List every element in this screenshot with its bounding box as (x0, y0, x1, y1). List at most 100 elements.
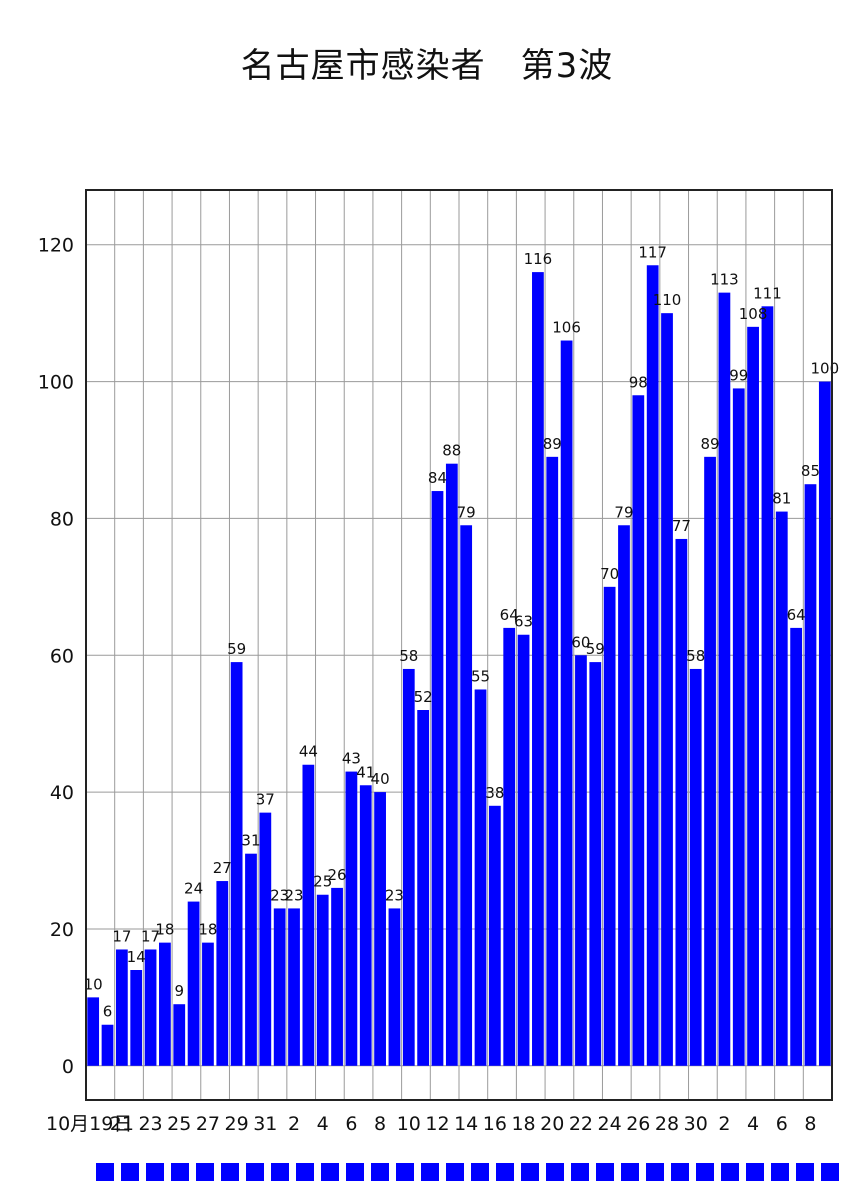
bar-series (87, 265, 831, 1066)
scroll-strip-segment (571, 1163, 589, 1181)
data-label: 25 (313, 873, 332, 891)
scroll-strip-segment (246, 1163, 264, 1181)
x-tick-label: 16 (483, 1113, 507, 1135)
data-label: 64 (500, 606, 519, 624)
bar (316, 894, 329, 1066)
bar (259, 812, 272, 1066)
scroll-strip-segment (646, 1163, 664, 1181)
data-label: 17 (112, 927, 131, 945)
bar (144, 949, 157, 1066)
data-label: 85 (801, 462, 820, 480)
bar (359, 785, 372, 1066)
data-label: 70 (600, 565, 619, 583)
bar (747, 326, 759, 1066)
x-tick-label: 2 (718, 1113, 730, 1135)
data-label: 38 (485, 784, 504, 802)
data-label: 23 (270, 886, 289, 904)
data-label: 14 (127, 948, 146, 966)
data-label: 89 (701, 435, 720, 453)
y-tick-label: 0 (62, 1056, 74, 1078)
bar (87, 997, 100, 1066)
bar (603, 586, 616, 1066)
bar (345, 771, 358, 1066)
x-tick-label: 27 (196, 1113, 220, 1135)
bar (374, 792, 386, 1066)
data-label: 37 (256, 791, 275, 809)
data-label: 44 (299, 743, 318, 761)
data-label: 79 (614, 503, 633, 521)
scroll-strip-segment (496, 1163, 514, 1181)
data-label: 88 (442, 442, 461, 460)
bar (245, 853, 257, 1066)
x-tick-label: 24 (598, 1113, 622, 1135)
bar (646, 265, 659, 1066)
y-tick-label: 100 (38, 372, 74, 394)
bar (302, 764, 315, 1066)
bar (632, 395, 645, 1066)
x-tick-label: 22 (569, 1113, 593, 1135)
x-tick-label: 8 (374, 1113, 386, 1135)
y-tick-label: 40 (50, 782, 74, 804)
x-tick-label: 8 (804, 1113, 816, 1135)
bar (388, 908, 401, 1066)
bar (159, 942, 171, 1066)
data-label: 18 (198, 921, 217, 939)
bar (488, 805, 501, 1066)
scroll-strip-segment (471, 1163, 489, 1181)
x-tick-label: 12 (425, 1113, 449, 1135)
x-tick-label: 2 (288, 1113, 300, 1135)
data-label: 55 (471, 667, 490, 685)
data-label: 116 (524, 250, 553, 268)
x-tick-label: 29 (225, 1113, 249, 1135)
data-labels: 1061714171892418275931372323442526434140… (84, 243, 840, 1020)
data-label: 58 (399, 647, 418, 665)
chart-title: 名古屋市感染者 第3波 (240, 46, 614, 86)
data-label: 113 (710, 271, 739, 289)
data-label: 89 (543, 435, 562, 453)
data-label: 26 (328, 866, 347, 884)
x-tick-label: 28 (655, 1113, 679, 1135)
data-label: 81 (772, 490, 791, 508)
data-label: 59 (227, 640, 246, 658)
data-label: 108 (739, 305, 768, 323)
bar (503, 627, 516, 1066)
x-tick-label: 6 (345, 1113, 357, 1135)
data-label: 117 (638, 243, 667, 261)
bar (732, 388, 745, 1066)
bar (675, 538, 688, 1066)
bar (560, 340, 573, 1066)
bar (790, 627, 803, 1066)
scroll-strip-segment (146, 1163, 164, 1181)
x-tick-label: 31 (253, 1113, 277, 1135)
data-label: 99 (729, 366, 748, 384)
data-label: 79 (457, 503, 476, 521)
grid-lines (85, 190, 833, 1100)
data-label: 110 (653, 291, 682, 309)
scroll-strip-segment (221, 1163, 239, 1181)
bar (417, 710, 430, 1066)
data-label: 43 (342, 750, 361, 768)
scroll-strip-segment (746, 1163, 764, 1181)
bar (101, 1024, 114, 1066)
data-label: 58 (686, 647, 705, 665)
bar (775, 511, 788, 1066)
data-label: 64 (787, 606, 806, 624)
data-label: 100 (811, 360, 840, 378)
data-label: 59 (586, 640, 605, 658)
y-tick-label: 60 (50, 645, 74, 667)
y-tick-label: 20 (50, 919, 74, 941)
y-tick-label: 80 (50, 508, 74, 530)
bar (761, 306, 774, 1066)
data-label: 27 (213, 859, 232, 877)
x-tick-label: 4 (317, 1113, 329, 1135)
data-label: 52 (414, 688, 433, 706)
bar (187, 901, 200, 1066)
bar (517, 634, 530, 1066)
data-label: 10 (84, 975, 103, 993)
bar (618, 525, 630, 1066)
data-label: 6 (103, 1003, 113, 1021)
bar (288, 908, 300, 1066)
x-tick-label: 10月19日 (46, 1113, 132, 1135)
